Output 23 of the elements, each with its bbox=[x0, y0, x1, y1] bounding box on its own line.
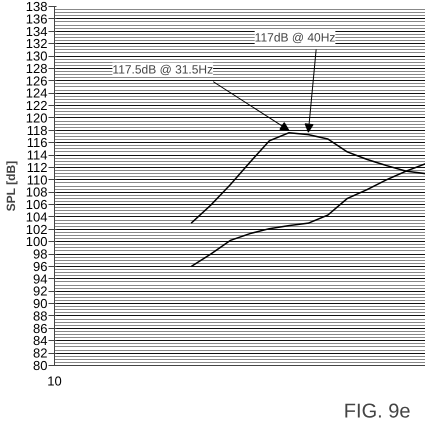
y-tick-label: 118 bbox=[26, 122, 48, 138]
y-tick-label: 110 bbox=[26, 172, 48, 188]
y-axis-title: SPL [dB] bbox=[4, 160, 18, 212]
annotation: 117dB @ 40Hz bbox=[254, 30, 336, 44]
caption: FIG. 9e bbox=[344, 400, 411, 422]
y-tick-label: 126 bbox=[26, 73, 48, 88]
y-tick-label: 94 bbox=[33, 271, 48, 286]
y-tick-label: 100 bbox=[26, 234, 48, 250]
y-tick-label: 82 bbox=[33, 346, 48, 361]
y-tick-label: 92 bbox=[33, 284, 48, 299]
y-tick-label: 134 bbox=[26, 24, 48, 39]
y-tick-label: 116 bbox=[26, 135, 48, 150]
y-tick-label: 138 bbox=[26, 0, 48, 14]
y-tick-label: 84 bbox=[33, 333, 48, 348]
y-tick-label: 108 bbox=[26, 184, 48, 200]
x-tick-label: 10 bbox=[47, 374, 62, 388]
y-tick-label: 102 bbox=[26, 222, 48, 237]
y-tick-label: 80 bbox=[33, 358, 48, 373]
y-tick-label: 86 bbox=[33, 320, 48, 336]
annotation: 117.5dB @ 31.5Hz bbox=[112, 62, 214, 77]
y-tick-label: 124 bbox=[26, 86, 48, 101]
y-tick-label: 136 bbox=[26, 11, 48, 26]
y-tick-label: 132 bbox=[26, 36, 48, 52]
